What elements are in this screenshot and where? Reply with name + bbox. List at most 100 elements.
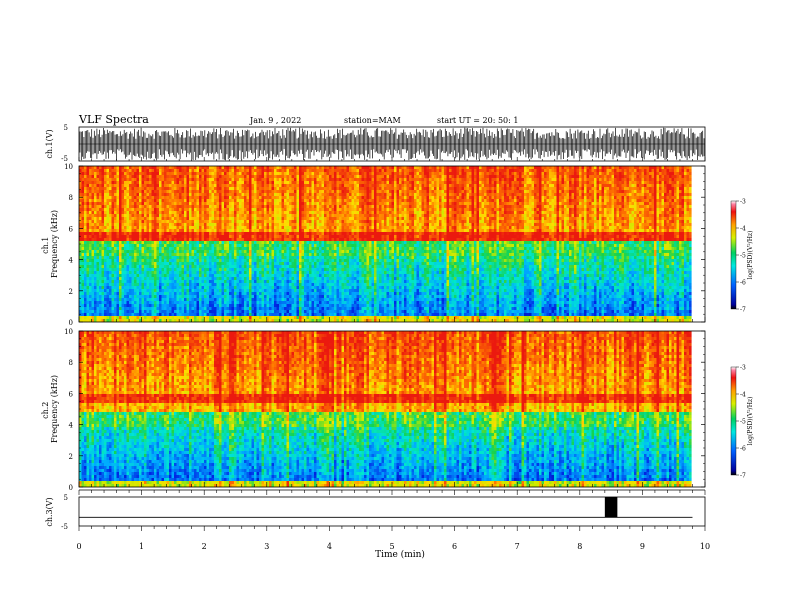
spectrogram-cell <box>119 304 122 307</box>
spectrogram-cell <box>239 199 242 202</box>
spectrogram-cell <box>299 274 302 277</box>
spectrogram-cell <box>177 316 180 319</box>
spectrogram-cell <box>277 274 280 277</box>
spectrogram-cell <box>222 301 225 304</box>
spectrogram-cell <box>82 280 85 283</box>
spectrogram-cell <box>234 280 237 283</box>
spectrogram-cell <box>214 238 217 241</box>
spectrogram-cell <box>254 301 257 304</box>
spectrogram-cell <box>102 289 105 292</box>
spectrogram-cell <box>119 262 122 265</box>
spectrogram-cell <box>189 304 192 307</box>
spectrogram-cell <box>237 295 240 298</box>
spectrogram-cell <box>129 208 132 211</box>
spectrogram-cell <box>107 226 110 229</box>
spectrogram-cell <box>312 280 315 283</box>
spectrogram-cell <box>117 169 120 172</box>
spectrogram-cell <box>257 205 260 208</box>
spectrogram-cell <box>269 202 272 205</box>
spectrogram-cell <box>102 259 105 262</box>
spectrogram-cell <box>109 199 112 202</box>
spectrogram-cell <box>94 301 97 304</box>
spectrogram-cell <box>164 205 167 208</box>
spectrogram-cell <box>84 172 87 175</box>
spectrogram-cell <box>247 274 250 277</box>
spectrogram-cell <box>132 250 135 253</box>
spectrogram-cell <box>247 175 250 178</box>
spectrogram-cell <box>259 193 262 196</box>
spectrogram-cell <box>124 217 127 220</box>
spectrogram-cell <box>107 175 110 178</box>
spectrogram-cell <box>102 295 105 298</box>
spectrogram-cell <box>117 211 120 214</box>
spectrogram-cell <box>249 196 252 199</box>
spectrogram-cell <box>89 217 92 220</box>
spectrogram-cell <box>217 289 220 292</box>
spectrogram-cell <box>282 208 285 211</box>
spectrogram-cell <box>119 208 122 211</box>
spectrogram-cell <box>254 256 257 259</box>
spectrogram-cell <box>142 283 145 286</box>
spectrogram-cell <box>167 289 170 292</box>
spectrogram-cell <box>277 220 280 223</box>
spectrogram-cell <box>82 214 85 217</box>
spectrogram-cell <box>264 229 267 232</box>
spectrogram-cell <box>267 265 270 268</box>
spectrogram-cell <box>102 229 105 232</box>
spectrogram-cell <box>114 220 117 223</box>
spectrogram-cell <box>194 244 197 247</box>
spectrogram-cell <box>89 301 92 304</box>
spectrogram-cell <box>184 310 187 313</box>
spectrogram-cell <box>314 262 317 265</box>
spectrogram-cell <box>194 241 197 244</box>
spectrogram-cell <box>102 283 105 286</box>
spectrogram-cell <box>107 304 110 307</box>
spectrogram-cell <box>99 283 102 286</box>
spectrogram-cell <box>117 304 120 307</box>
spectrogram-cell <box>219 268 222 271</box>
spectrogram-cell <box>202 211 205 214</box>
spectrogram-cell <box>164 169 167 172</box>
spectrogram-cell <box>89 298 92 301</box>
spectrogram-cell <box>182 265 185 268</box>
spectrogram-cell <box>304 298 307 301</box>
spectrogram-cell <box>144 226 147 229</box>
spectrogram-cell <box>212 259 215 262</box>
spectrogram-cell <box>282 187 285 190</box>
spectrogram-cell <box>234 265 237 268</box>
spectrogram-cell <box>217 166 220 169</box>
spectrogram-cell <box>234 283 237 286</box>
spectrogram-cell <box>107 214 110 217</box>
spectrogram-cell <box>92 310 95 313</box>
spectrogram-cell <box>179 211 182 214</box>
spectrogram-cell <box>229 211 232 214</box>
spectrogram-cell <box>194 271 197 274</box>
spectrogram-cell <box>307 199 310 202</box>
spectrogram-cell <box>222 232 225 235</box>
spectrogram-cell <box>187 226 190 229</box>
spectrogram-cell <box>189 301 192 304</box>
spectrogram-cell <box>257 280 260 283</box>
spectrogram-cell <box>242 226 245 229</box>
spectrogram-cell <box>132 265 135 268</box>
spectrogram-cell <box>192 229 195 232</box>
spectrogram-cell <box>229 187 232 190</box>
spectrogram-cell <box>102 166 105 169</box>
spectrogram-cell <box>104 169 107 172</box>
spectrogram-cell <box>212 295 215 298</box>
spectrogram-cell <box>219 295 222 298</box>
spectrogram-cell <box>157 244 160 247</box>
spectrogram-cell <box>299 214 302 217</box>
spectrogram-cell <box>209 175 212 178</box>
spectrogram-cell <box>279 253 282 256</box>
spectrogram-cell <box>207 292 210 295</box>
spectrogram-cell <box>309 187 312 190</box>
spectrogram-cell <box>304 202 307 205</box>
spectrogram-cell <box>149 295 152 298</box>
spectrogram-cell <box>127 274 130 277</box>
spectrogram-cell <box>107 250 110 253</box>
spectrogram-cell <box>267 235 270 238</box>
spectrogram-cell <box>277 202 280 205</box>
spectrogram-cell <box>207 247 210 250</box>
spectrogram-cell <box>179 169 182 172</box>
